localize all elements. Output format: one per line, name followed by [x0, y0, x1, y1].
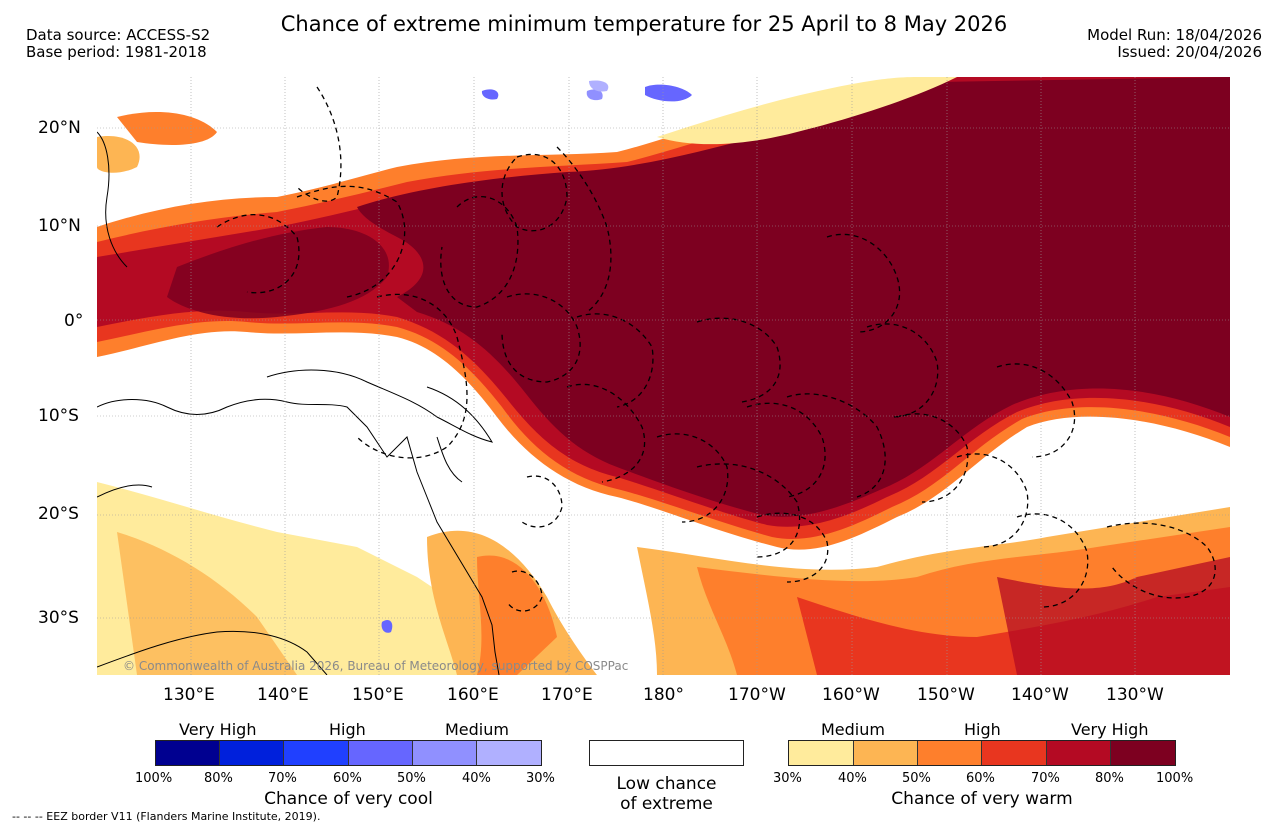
- cool-swatch-30-40: [477, 741, 541, 765]
- southern-warm-region: [97, 482, 1230, 675]
- warm-colorbar: [788, 740, 1176, 766]
- cool-tick-80: 80%: [204, 771, 233, 786]
- warm-swatch-30-40: [789, 741, 854, 765]
- lon-label-150w: 150°W: [917, 685, 975, 705]
- lon-label-130w: 130°W: [1106, 685, 1164, 705]
- warm-swatch-70-80: [1047, 741, 1111, 765]
- lat-label-0: 0°: [64, 311, 84, 331]
- copyright-notice: © Commonwealth of Australia 2026, Bureau…: [123, 659, 629, 673]
- lon-label-140e: 140°E: [257, 685, 309, 705]
- warm-swatch-60-70: [982, 741, 1047, 765]
- lon-label-140w: 140°W: [1011, 685, 1069, 705]
- cool-swatch-60-70: [284, 741, 349, 765]
- warm-tick-80: 80%: [1095, 771, 1124, 786]
- cool-tick-100: 100%: [135, 771, 173, 786]
- cool-level-medium: Medium: [445, 720, 509, 739]
- lon-label-160e: 160°E: [447, 685, 499, 705]
- cool-level-very-high: Very High: [179, 720, 257, 739]
- lat-label-20n: 20°N: [38, 118, 81, 138]
- warm-legend-caption: Chance of very warm: [891, 789, 1073, 809]
- cool-swatch-50-60: [349, 741, 413, 765]
- warm-tick-70: 70%: [1031, 771, 1060, 786]
- land-coastlines: [97, 131, 500, 675]
- cool-tick-70: 70%: [268, 771, 297, 786]
- map-title: Chance of extreme minimum temperature fo…: [280, 12, 1008, 36]
- cool-swatch-80-100: [156, 741, 220, 765]
- warm-tick-40: 40%: [838, 771, 867, 786]
- cool-patches: [381, 80, 692, 633]
- warm-level-high: High: [964, 720, 1001, 739]
- cool-swatch-70-80: [220, 741, 284, 765]
- graticule: [97, 77, 1230, 675]
- cool-tick-60: 60%: [333, 771, 362, 786]
- warm-level-medium: Medium: [821, 720, 885, 739]
- lon-label-160w: 160°W: [822, 685, 880, 705]
- warm-tick-30: 30%: [773, 771, 802, 786]
- northern-warm-fringe: [97, 77, 957, 173]
- eez-border-note: -- -- -- EEZ border V11 (Flanders Marine…: [12, 810, 321, 823]
- eez-borders: [216, 86, 1216, 612]
- low-chance-swatch: [589, 740, 744, 766]
- lat-label-20s: 20°S: [38, 504, 79, 524]
- warm-swatch-40-50: [854, 741, 918, 765]
- warm-level-very-high: Very High: [1071, 720, 1149, 739]
- cool-tick-30: 30%: [526, 771, 555, 786]
- cool-swatch-40-50: [413, 741, 477, 765]
- cool-colorbar: [155, 740, 542, 766]
- lon-label-180: 180°: [643, 685, 684, 705]
- data-source-label: Data source: ACCESS-S2: [26, 26, 211, 44]
- lat-label-10n: 10°N: [38, 216, 81, 236]
- cool-tick-40: 40%: [462, 771, 491, 786]
- warm-swatch-50-60: [918, 741, 982, 765]
- lon-label-170w: 170°W: [728, 685, 786, 705]
- cool-tick-50: 50%: [397, 771, 426, 786]
- warm-swatch-80-100: [1111, 741, 1175, 765]
- low-chance-caption-line2: of extreme: [620, 794, 713, 814]
- warm-tick-100: 100%: [1156, 771, 1194, 786]
- base-period-label: Base period: 1981-2018: [26, 43, 207, 61]
- model-run-label: Model Run: 18/04/2026: [1087, 26, 1262, 44]
- forecast-map: [97, 77, 1230, 675]
- issued-date-label: Issued: 20/04/2026: [1117, 43, 1262, 61]
- lon-label-150e: 150°E: [352, 685, 404, 705]
- lat-label-10s: 10°S: [38, 406, 79, 426]
- warm-tick-50: 50%: [902, 771, 931, 786]
- low-chance-caption-line1: Low chance: [616, 774, 717, 794]
- lon-label-130e: 130°E: [163, 685, 215, 705]
- cool-level-high: High: [329, 720, 366, 739]
- cool-legend-caption: Chance of very cool: [264, 789, 433, 809]
- very-warm-region: [97, 77, 1230, 550]
- lon-label-170e: 170°E: [541, 685, 593, 705]
- warm-tick-60: 60%: [966, 771, 995, 786]
- lat-label-30s: 30°S: [38, 608, 79, 628]
